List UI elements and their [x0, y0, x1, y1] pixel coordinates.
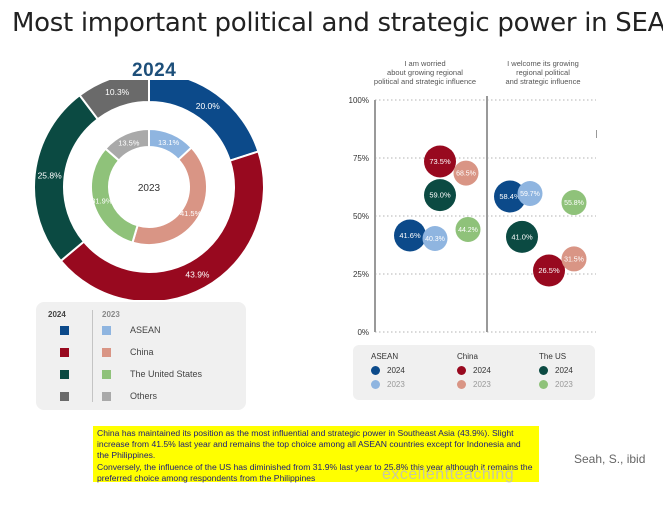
scatter-legend-dot	[539, 380, 548, 389]
legend-label: The United States	[130, 369, 203, 379]
scatter-legend-year: 2023	[387, 380, 405, 389]
scatter-y-tick: 50%	[353, 212, 369, 221]
scatter-point-china-2023	[561, 246, 587, 272]
legend-divider	[92, 310, 93, 402]
scatter-legend-year: 2024	[473, 366, 491, 375]
scatter-point-asean-2023	[517, 180, 543, 206]
note-line-1: China has maintained its position as the…	[97, 428, 521, 461]
scatter-point-label: 41.6%	[399, 231, 421, 240]
legend-swatch-2023	[102, 392, 111, 401]
source-citation: Seah, S., ibid	[574, 452, 646, 466]
legend-swatch-2023	[102, 326, 111, 335]
scatter-legend-year: 2023	[473, 380, 491, 389]
scatter-point-label: 41.0%	[511, 232, 533, 241]
donut-chart: 20.0% 43.9% 25.8% 10.3% 13.1% 41.5% 31.9% 13.5%…	[33, 80, 265, 300]
scatter-point-china-2024	[533, 254, 565, 287]
scatter-point-label: 26.5%	[538, 266, 560, 275]
donut-legend: 2024 2023 ASEAN China The United States Oth…	[36, 302, 246, 410]
scatter-point-label: 59.7%	[520, 191, 540, 198]
scatter-point-label: 58.4%	[499, 192, 521, 201]
scatter-legend-dot	[539, 366, 548, 375]
donut-slice-2023-china	[131, 146, 208, 246]
scatter-legend-year: 2023	[555, 380, 573, 389]
scatter-point-asean-2024	[394, 219, 426, 252]
donut-label-2024-the-united-states: 25.8%	[38, 171, 63, 181]
legend-swatch-2024	[60, 392, 69, 401]
scatter-point-label: 73.5%	[429, 157, 451, 166]
donut-label-2024-china: 43.9%	[185, 269, 210, 279]
scatter-y-tick: 0%	[357, 328, 369, 337]
scatter-point-label: 31.5%	[564, 256, 584, 263]
scatter-legend: ASEAN 2024 2023 China 2024 2023 The US 2024 2023	[353, 345, 595, 400]
scatter-legend-year: 2024	[387, 366, 405, 375]
scatter-column-header: I welcome its growing regional political a…	[505, 59, 580, 86]
donut-label-2023-the-united-states: 31.9%	[91, 197, 113, 206]
scatter-column-header: I am worried about growing regional politi…	[374, 59, 476, 86]
scatter-point-label: 44.2%	[458, 227, 478, 234]
donut-slice-2024-china	[59, 150, 265, 300]
legend-header-2024: 2024	[48, 310, 66, 319]
scatter-point-the-us-2023	[561, 190, 587, 216]
legend-swatch-2023	[102, 370, 111, 379]
legend-label: ASEAN	[130, 325, 161, 335]
scatter-point-china-2024	[424, 145, 456, 178]
legend-swatch-2024	[60, 348, 69, 357]
donut-label-2023-asean: 13.1%	[158, 138, 180, 147]
scatter-point-label: 68.5%	[456, 171, 476, 178]
scatter-legend-dot	[457, 380, 466, 389]
scatter-point-label: 59.0%	[429, 191, 451, 200]
summary-note: China has maintained its position as the…	[93, 426, 539, 483]
donut-center-label: 2023	[138, 183, 161, 194]
legend-label: Others	[130, 391, 158, 401]
donut-label-2023-others: 13.5%	[118, 138, 140, 147]
scatter-y-tick: 100%	[349, 96, 369, 105]
scatter-legend-group: The US	[539, 352, 567, 361]
donut-slice-2024-others	[78, 80, 150, 121]
legend-swatch-2024	[60, 370, 69, 379]
scatter-legend-group: China	[457, 352, 478, 361]
scatter-legend-dot	[457, 366, 466, 375]
scatter-point-the-us-2024	[506, 220, 538, 253]
scatter-point-china-2023	[453, 160, 479, 186]
scatter-y-tick: 75%	[353, 154, 369, 163]
donut-label-2024-asean: 20.0%	[196, 101, 221, 111]
scatter-y-tick: 25%	[353, 270, 369, 279]
scatter-legend-dot	[371, 380, 380, 389]
scatter-chart: I am worried about growing regional politi…	[349, 59, 596, 337]
scatter-point-asean-2023	[422, 226, 448, 252]
watermark: excellentteaching	[382, 466, 515, 483]
donut-slice-2023-others	[104, 127, 150, 162]
donut-label-2024-others: 10.3%	[105, 87, 130, 97]
scatter-legend-group: ASEAN	[371, 352, 399, 361]
scatter-legend-dot	[371, 366, 380, 375]
legend-header-2023: 2023	[102, 310, 120, 319]
scatter-point-label: 55.8%	[564, 200, 584, 207]
donut-label-2023-china: 41.5%	[180, 209, 202, 218]
legend-swatch-2023	[102, 348, 111, 357]
scatter-point-the-us-2023	[455, 216, 481, 242]
decorative-tick	[596, 130, 597, 138]
scatter-point-label: 40.3%	[425, 236, 445, 243]
donut-title: 2024	[132, 60, 177, 81]
scatter-point-the-us-2024	[424, 179, 456, 212]
slide-title: Most important political and strategic p…	[12, 8, 663, 38]
legend-swatch-2024	[60, 326, 69, 335]
scatter-point-asean-2024	[494, 180, 526, 213]
note-line-2: Conversely, the influence of the US has …	[97, 461, 533, 483]
legend-label: China	[130, 347, 154, 357]
scatter-legend-year: 2024	[555, 366, 573, 375]
